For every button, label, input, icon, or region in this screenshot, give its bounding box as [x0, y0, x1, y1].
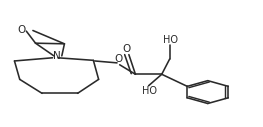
Text: HO: HO — [142, 86, 158, 96]
Text: O: O — [114, 54, 123, 64]
Text: O: O — [17, 25, 25, 35]
Text: HO: HO — [163, 35, 179, 45]
Text: O: O — [123, 44, 131, 54]
Text: N: N — [53, 51, 60, 61]
